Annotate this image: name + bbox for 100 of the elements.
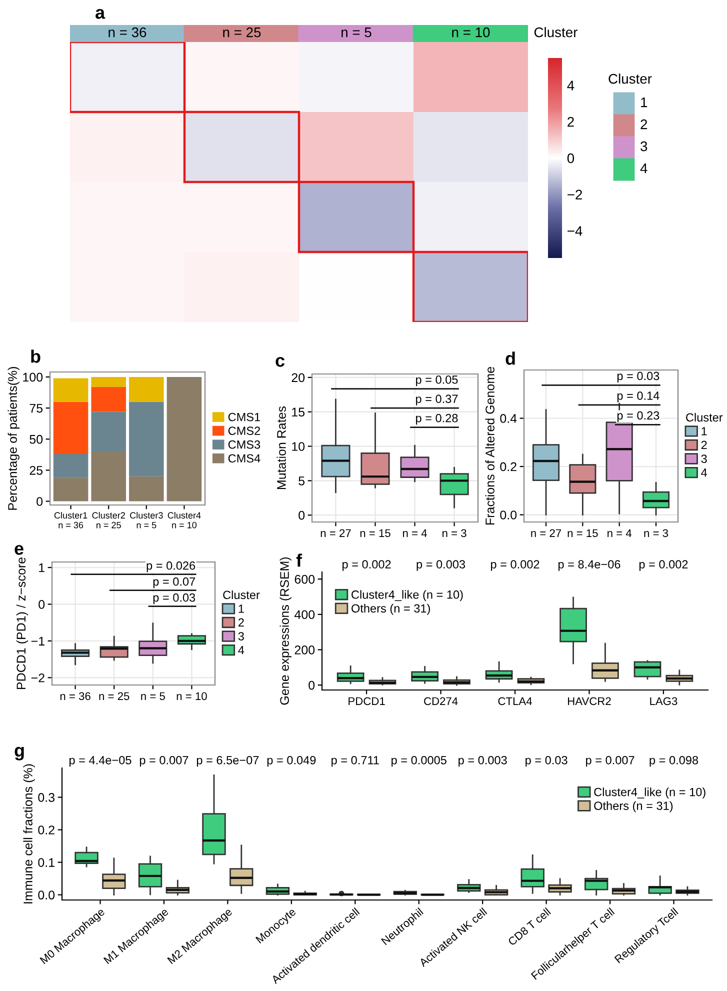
bar bbox=[91, 452, 126, 502]
text: n = 10 bbox=[452, 27, 490, 38]
annotation: p = 0.03 bbox=[153, 593, 196, 604]
chart-title: b bbox=[31, 350, 40, 363]
y-tick-label: −2 bbox=[31, 673, 44, 682]
y-axis-title: Fractions of Altered Genome bbox=[485, 366, 494, 525]
bar bbox=[129, 376, 164, 402]
chart-title: a bbox=[96, 8, 106, 19]
text: p = 0.711 bbox=[332, 756, 379, 767]
y-tick-label: 0.0 bbox=[500, 510, 517, 520]
x-tick-label: CD274 bbox=[424, 697, 458, 706]
chart-title: g bbox=[14, 746, 24, 760]
bar bbox=[91, 386, 126, 412]
color-bar-label: 4 bbox=[567, 80, 574, 90]
x-tick-label: Cluster4 n = 10 bbox=[168, 512, 201, 528]
text: 1 bbox=[641, 98, 648, 108]
bar bbox=[53, 454, 88, 478]
y-tick-label: 5 bbox=[298, 476, 305, 486]
legend-label: Cluster4_like (n = 10) bbox=[352, 590, 463, 602]
legend-label: 3 bbox=[701, 454, 707, 463]
bar bbox=[129, 402, 164, 476]
bar bbox=[53, 402, 88, 454]
text: p = 6.5e−07 bbox=[196, 756, 259, 767]
annotation: p = 0.05 bbox=[416, 375, 458, 386]
text: p = 0.0005 bbox=[392, 756, 446, 767]
y-tick-label: 0.0 bbox=[38, 890, 55, 900]
y-tick-label: 100 bbox=[23, 372, 43, 382]
y-tick-label: 0 bbox=[36, 497, 43, 506]
y-tick-label: 0 bbox=[298, 510, 305, 520]
y-tick-label: 25 bbox=[30, 466, 43, 475]
y-tick-label: 15 bbox=[292, 408, 305, 417]
annotation: p = 0.07 bbox=[153, 577, 196, 588]
x-tick-label: n = 4 bbox=[402, 529, 427, 537]
legend-label: 1 bbox=[238, 604, 244, 613]
x-tick-label: Cluster1 n = 36 bbox=[54, 512, 88, 528]
legend-title: Cluster bbox=[686, 412, 723, 422]
chart-title: c bbox=[276, 356, 285, 367]
y-tick-label: 0.2 bbox=[500, 462, 516, 472]
legend-label: 4 bbox=[701, 468, 708, 477]
text: p = 0.002 bbox=[490, 560, 540, 571]
x-tick-label: HAVCR2 bbox=[568, 697, 611, 706]
text: 3 bbox=[640, 141, 648, 152]
annotation: p = 0.28 bbox=[416, 414, 458, 425]
legend-label: 4 bbox=[238, 646, 244, 654]
y-tick-label: 75 bbox=[30, 404, 43, 413]
text: p = 8.4e−06 bbox=[558, 560, 620, 571]
bar bbox=[166, 376, 202, 502]
text: p = 0.002 bbox=[342, 560, 391, 571]
legend-label: 2 bbox=[701, 440, 707, 450]
legend-label: CMS4 bbox=[228, 454, 260, 463]
x-tick-label: Cluster3 n = 5 bbox=[130, 512, 163, 528]
legend-label: CMS1 bbox=[228, 412, 260, 422]
x-tick-label: PDCD1 bbox=[348, 697, 385, 706]
x-tick-label: n = 15 bbox=[360, 529, 390, 538]
chart-title: f bbox=[296, 554, 302, 567]
color-bar-label: 0 bbox=[567, 153, 574, 164]
legend-label: CMS3 bbox=[228, 440, 260, 449]
y-tick-label: 0 bbox=[38, 600, 45, 609]
y-axis-title: Mutation Rates bbox=[276, 406, 286, 490]
legend-label: Others (n = 31) bbox=[594, 801, 673, 812]
y-tick-label: −1 bbox=[31, 636, 44, 646]
legend-label: Cluster4_like (n = 10) bbox=[594, 788, 706, 799]
text: n = 36 bbox=[108, 27, 146, 38]
legend-label: 1 bbox=[702, 427, 707, 436]
y-tick-label: 10 bbox=[292, 442, 305, 451]
y-tick-label: 0 bbox=[308, 680, 315, 690]
legend-title: Cluster bbox=[223, 590, 260, 600]
text: Cluster bbox=[608, 74, 652, 84]
x-tick-label: n = 36 bbox=[60, 692, 90, 700]
y-tick-label: 1 bbox=[39, 563, 44, 572]
text: p = 0.002 bbox=[639, 560, 688, 571]
annotation: p = 0.03 bbox=[617, 372, 660, 382]
y-tick-label: 20 bbox=[292, 373, 305, 382]
x-tick-label: n = 3 bbox=[644, 529, 668, 538]
y-axis-title: Immune cell fractions (%) bbox=[23, 764, 35, 904]
annotation: p = 0.23 bbox=[617, 411, 660, 422]
text: 4 bbox=[640, 164, 648, 174]
color-bar-label: −2 bbox=[568, 190, 582, 200]
bar bbox=[53, 478, 88, 502]
y-tick-label: 200 bbox=[294, 646, 315, 654]
x-tick-label: n = 5 bbox=[141, 692, 165, 700]
text: Cluster bbox=[534, 27, 578, 38]
text: p = 0.003 bbox=[458, 756, 507, 767]
bar bbox=[91, 412, 126, 452]
y-axis-title: Gene expressions (RSEM) bbox=[280, 557, 292, 705]
y-tick-label: 0.1 bbox=[38, 858, 54, 867]
x-tick-label: n = 25 bbox=[99, 692, 130, 700]
text: p = 0.007 bbox=[140, 756, 188, 767]
text: 2 bbox=[640, 119, 648, 130]
annotation: p = 0.37 bbox=[416, 394, 458, 406]
chart-title: d bbox=[506, 352, 515, 365]
text: p = 0.003 bbox=[416, 560, 466, 571]
x-tick-label: CTLA4 bbox=[498, 697, 532, 706]
x-tick-label: n = 27 bbox=[531, 529, 562, 537]
x-tick-label: n = 10 bbox=[176, 692, 207, 700]
annotation: p = 0.026 bbox=[146, 561, 196, 572]
legend-label: Others (n = 31) bbox=[352, 604, 430, 615]
y-axis-title: Percentage of patients(%) bbox=[8, 367, 20, 510]
x-tick-label: LAG3 bbox=[650, 697, 678, 706]
x-tick-label: CD8 T cell bbox=[507, 907, 551, 946]
